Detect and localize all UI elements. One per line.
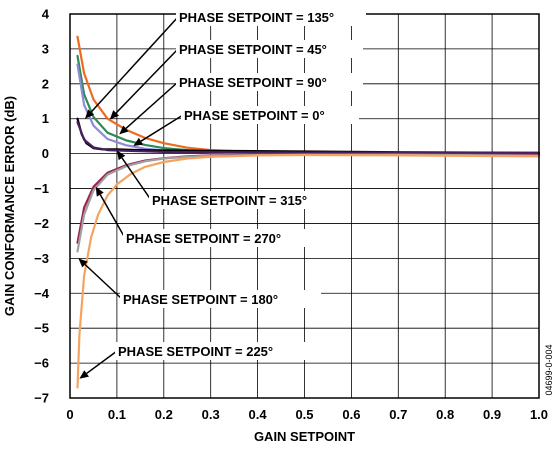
annotation-label-bg xyxy=(120,290,321,308)
annotation-label: PHASE SETPOINT = 0° xyxy=(184,108,325,123)
annotation-label-bg xyxy=(123,229,322,247)
annotation-label: PHASE SETPOINT = 315° xyxy=(152,193,307,208)
y-tick-label: 0 xyxy=(42,146,49,161)
annotation-label-bg xyxy=(115,342,318,360)
tick-labels: 0 0.1 0.2 0.3 0.4 0.5 0.6 0.7 0.8 0.9 1.0 4 3 2 1 0 −1 −2… xyxy=(34,7,548,423)
annotation-arrow-head xyxy=(95,186,104,197)
annotation-arrow-line xyxy=(115,48,179,114)
annotation-0-deg: PHASE SETPOINT = 0° xyxy=(133,106,359,146)
x-tick-label: 0.5 xyxy=(295,407,313,422)
y-tick-label: −2 xyxy=(34,216,49,231)
y-tick-label: 4 xyxy=(42,7,50,22)
annotation-label-bg xyxy=(176,73,363,91)
annotations: PHASE SETPOINT = 135° PHASE SETPOINT = 45… xyxy=(78,8,366,379)
annotation-180-deg: PHASE SETPOINT = 180° xyxy=(78,258,321,308)
annotation-225-deg: PHASE SETPOINT = 225° xyxy=(79,342,318,379)
x-tick-label: 0.1 xyxy=(108,407,126,422)
annotation-label: PHASE SETPOINT = 45° xyxy=(179,42,327,57)
series-line-225 xyxy=(76,153,541,389)
annotation-label-bg xyxy=(176,8,366,26)
annotation-45-deg: PHASE SETPOINT = 45° xyxy=(109,40,363,120)
x-tick-label: 1.0 xyxy=(530,407,548,422)
annotation-label: PHASE SETPOINT = 225° xyxy=(118,344,273,359)
y-axis-title: GAIN CONFORMANCE ERROR (dB) xyxy=(2,96,17,316)
annotation-270-deg: PHASE SETPOINT = 270° xyxy=(95,186,322,247)
annotation-135-deg: PHASE SETPOINT = 135° xyxy=(85,8,366,119)
series-layer xyxy=(76,35,541,389)
x-tick-label: 0.2 xyxy=(155,407,173,422)
y-tick-label: −5 xyxy=(34,321,49,336)
y-tick-label: −3 xyxy=(34,251,49,266)
annotation-label-bg xyxy=(176,40,363,58)
x-tick-label: 0.7 xyxy=(389,407,407,422)
annotation-arrow-head xyxy=(109,110,119,120)
annotation-arrow-head xyxy=(133,137,144,146)
annotation-arrow-line xyxy=(86,350,118,375)
y-tick-label: −4 xyxy=(34,286,50,301)
figure-id: 04699-0-004 xyxy=(544,344,554,395)
annotation-315-deg: PHASE SETPOINT = 315° xyxy=(116,150,346,209)
annotation-arrow-line xyxy=(121,157,152,201)
annotation-arrow-line xyxy=(125,81,179,130)
annotation-arrow-head xyxy=(78,258,88,268)
annotation-arrow-head xyxy=(85,109,95,119)
y-tick-label: 1 xyxy=(42,111,49,126)
annotation-arrow-head xyxy=(119,125,129,135)
x-tick-label: 0.8 xyxy=(436,407,454,422)
annotation-arrow-line xyxy=(140,114,184,142)
x-axis-title: GAIN SETPOINT xyxy=(254,429,355,444)
annotation-arrow-head xyxy=(116,150,126,161)
y-tick-label: −1 xyxy=(34,181,49,196)
y-tick-label: 2 xyxy=(42,76,49,91)
annotation-arrow-line xyxy=(99,194,126,239)
annotation-label: PHASE SETPOINT = 270° xyxy=(126,231,281,246)
x-tick-label: 0.9 xyxy=(483,407,501,422)
x-tick-label: 0.3 xyxy=(202,407,220,422)
annotation-label-bg xyxy=(181,106,359,124)
series-line-315 xyxy=(76,121,541,154)
x-tick-label: 0.6 xyxy=(342,407,360,422)
y-tick-label: −6 xyxy=(34,356,49,371)
annotation-label: PHASE SETPOINT = 135° xyxy=(179,10,334,25)
x-tick-label: 0.4 xyxy=(249,407,268,422)
annotation-label-bg xyxy=(149,191,346,209)
annotation-90-deg: PHASE SETPOINT = 90° xyxy=(119,73,363,135)
x-tick-label: 0 xyxy=(66,407,73,422)
y-tick-label: 3 xyxy=(42,41,49,56)
annotation-arrow-head xyxy=(79,370,89,379)
annotation-arrow-line xyxy=(84,263,123,300)
y-tick-label: −7 xyxy=(34,391,49,406)
annotation-label: PHASE SETPOINT = 180° xyxy=(123,292,278,307)
annotation-arrow-line xyxy=(90,16,179,113)
annotation-label: PHASE SETPOINT = 90° xyxy=(179,75,327,90)
